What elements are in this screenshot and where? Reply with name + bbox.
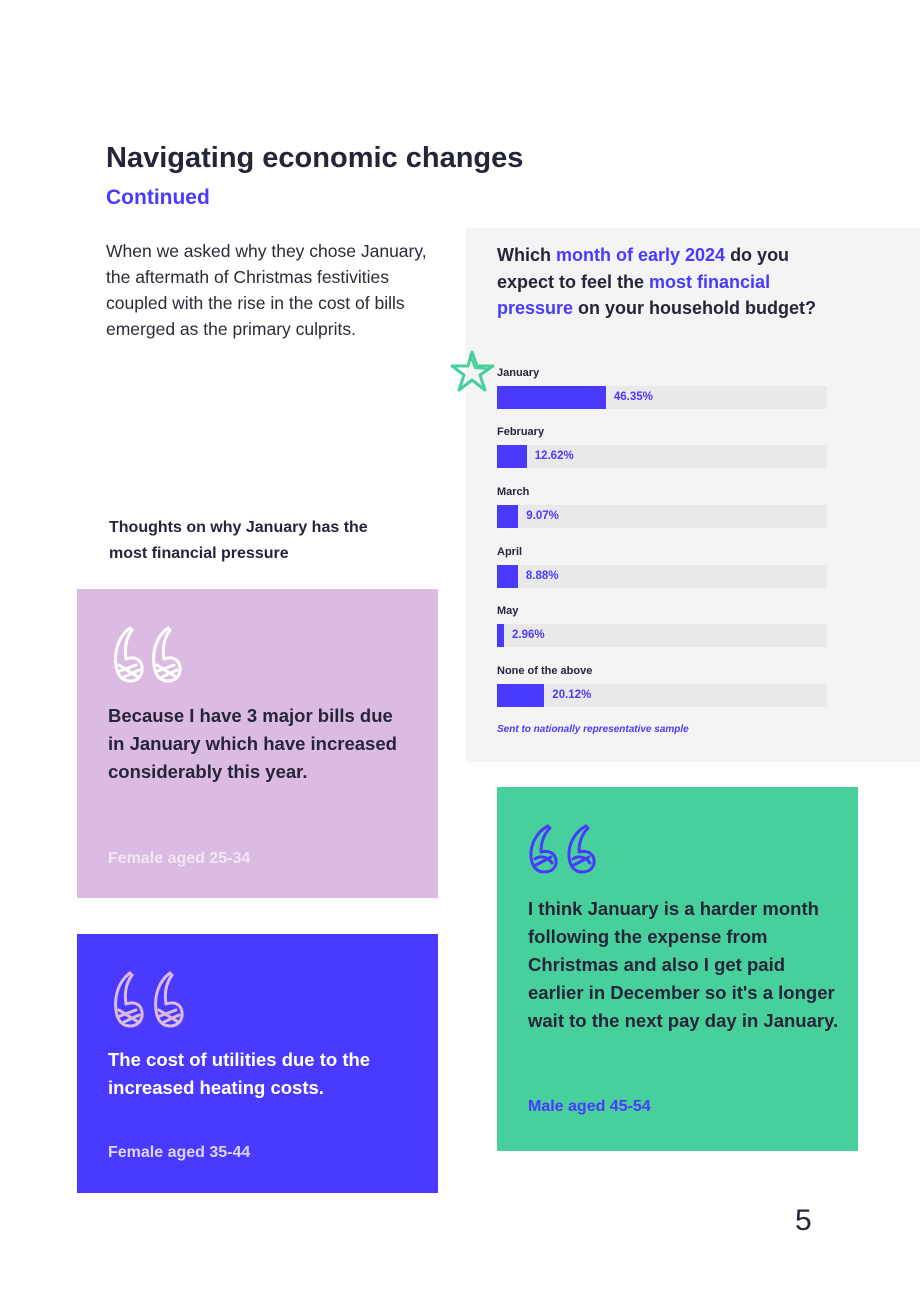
quote-text: I think January is a harder month follow… <box>528 898 839 1031</box>
chart-question: Which month of early 2024 do you expect … <box>497 242 827 322</box>
question-part: do you expect to feel the <box>497 245 790 292</box>
bar-row: February 12.62% <box>497 425 827 468</box>
quote-card: Because I have 3 major bills due in Janu… <box>77 589 438 898</box>
question-part: on your household budget? <box>573 298 817 318</box>
intro-paragraph: When we asked why they chose January, th… <box>106 241 427 339</box>
quote-text: Because I have 3 major bills due in Janu… <box>108 705 397 782</box>
bar-value-label: 12.62% <box>534 450 574 462</box>
page-title: Navigating economic changes <box>106 142 524 174</box>
quote-mark-icon <box>529 824 596 874</box>
bar-category-label: February <box>497 426 545 438</box>
bar-track: 20.12% <box>497 684 827 707</box>
bar-row: April 8.88% <box>497 545 827 588</box>
bar-track: 46.35% <box>497 386 827 409</box>
bar-fill <box>497 565 518 588</box>
bar-value-label: 9.07% <box>526 510 559 522</box>
quote-attribution: Female aged 25-34 <box>108 850 251 867</box>
quote-mark-icon <box>114 971 184 1028</box>
bar-fill <box>497 445 527 468</box>
question-highlight: month of early 2024 <box>556 245 726 265</box>
question-part: Which <box>497 245 556 265</box>
bar-value-label: 20.12% <box>552 689 592 701</box>
bar-category-label: January <box>497 367 540 379</box>
bar-value-label: 2.96% <box>512 629 545 641</box>
bar-fill <box>497 505 519 528</box>
quote-attribution: Male aged 45-54 <box>528 1098 651 1115</box>
quote-card: I think January is a harder month follow… <box>497 787 858 1151</box>
bar-value-label: 8.88% <box>525 570 559 582</box>
bar-fill <box>497 624 504 647</box>
bar-category-label: May <box>497 605 519 617</box>
bar-category-label: None of the above <box>497 665 593 677</box>
quote-attribution: Female aged 35-44 <box>108 1144 251 1161</box>
quote-text: The cost of utilities due to the increas… <box>108 1049 371 1098</box>
survey-chart-panel: Which month of early 2024 do you expect … <box>466 228 920 762</box>
bar-track: 12.62% <box>497 445 827 468</box>
quote-mark-icon <box>114 626 182 683</box>
quote-card: The cost of utilities due to the increas… <box>77 934 438 1193</box>
bar-row: None of the above 20.12% <box>497 664 827 707</box>
star-icon <box>450 350 495 392</box>
page-subtitle: Continued <box>106 186 210 209</box>
bar-value-label: 46.35% <box>613 391 653 403</box>
bar-fill <box>497 684 545 707</box>
bar-track: 2.96% <box>497 624 827 647</box>
bar-track: 8.88% <box>497 565 827 588</box>
bar-fill <box>497 386 606 409</box>
page-number: 5 <box>795 1204 812 1237</box>
bar-category-label: April <box>497 546 523 558</box>
bar-track: 9.07% <box>497 505 827 528</box>
bar-row: March 9.07% <box>497 485 827 528</box>
chart-footnote: Sent to nationally representative sample <box>497 724 689 735</box>
bar-category-label: March <box>497 486 530 498</box>
bar-row: May 2.96% <box>497 604 827 647</box>
bar-row: January 46.35% <box>497 366 827 409</box>
thoughts-heading: Thoughts on why January has the most fin… <box>109 519 368 562</box>
question-highlight: most financial pressure <box>497 271 771 319</box>
